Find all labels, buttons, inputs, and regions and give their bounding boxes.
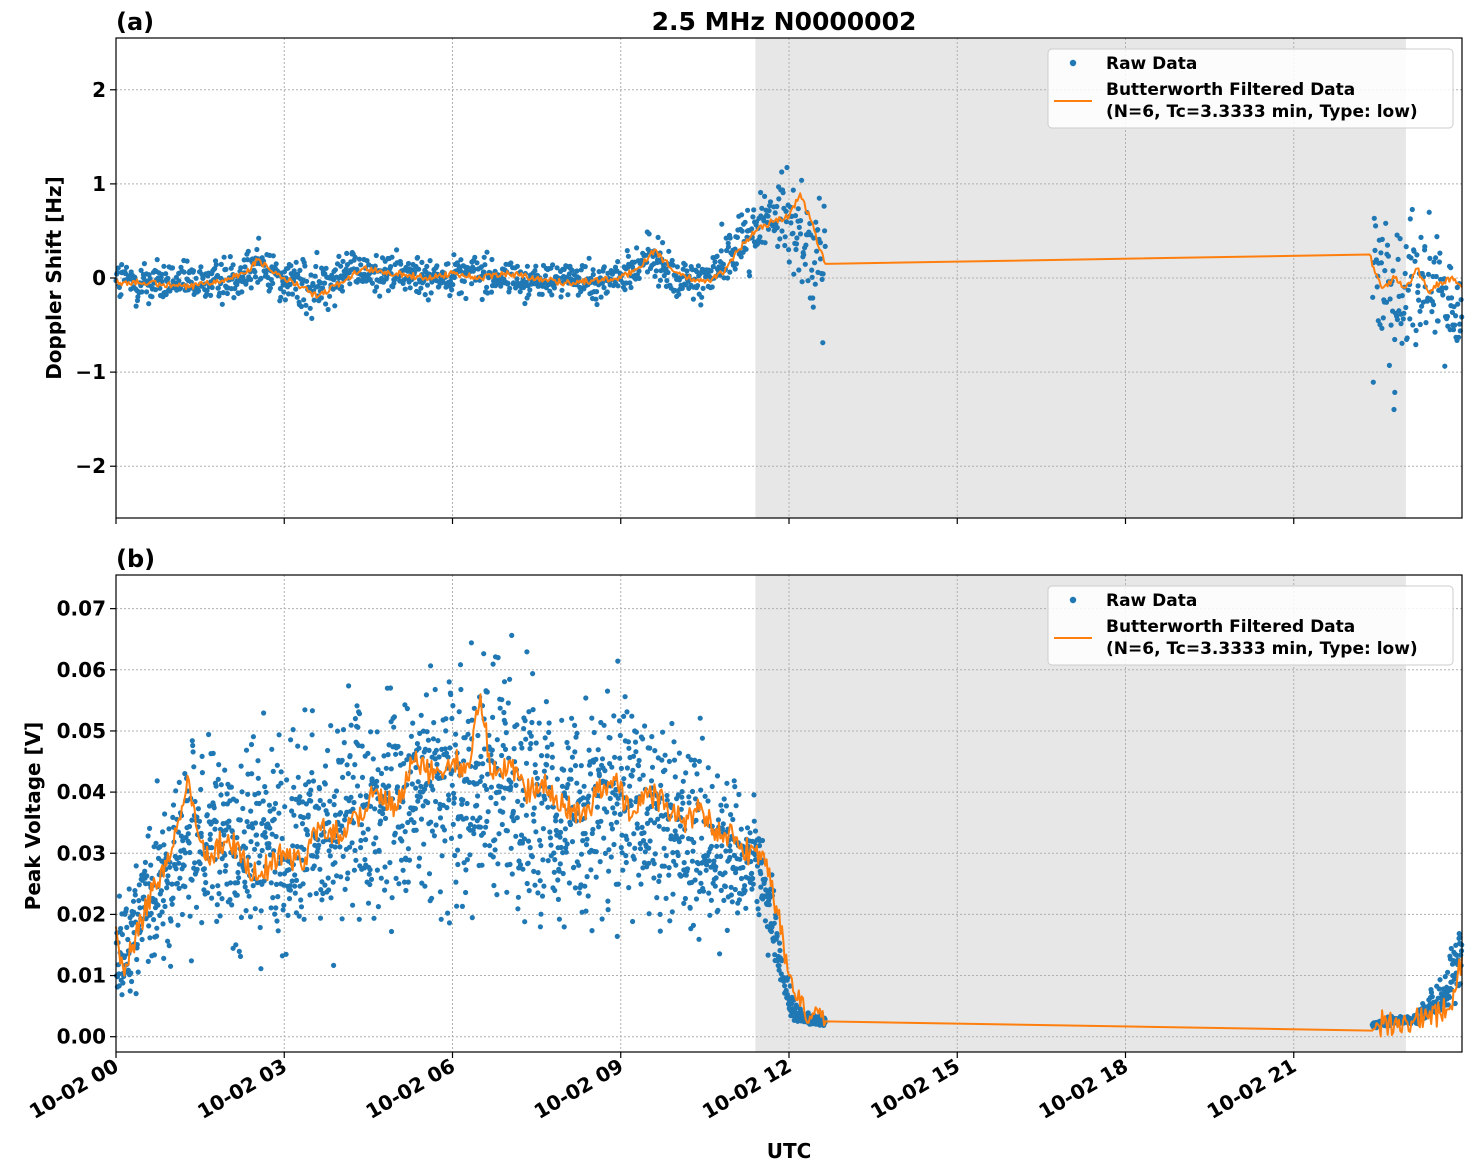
panel-b-legend-raw-label: Raw Data	[1106, 591, 1197, 611]
panel-a-axes: −2 −1 0 1 2	[75, 37, 1463, 524]
panel-a-y-tick-label: 1	[92, 172, 106, 196]
panel-a-legend-raw-label: Raw Data	[1106, 54, 1197, 74]
panel-b-legend-filtered-params: (N=6, Tc=3.3333 min, Type: low)	[1106, 639, 1418, 659]
panel-b-legend-raw-marker	[1069, 596, 1077, 604]
panel-b-filtered-line	[115, 693, 1463, 1038]
panel-a-filtered-series	[115, 192, 1463, 299]
figure-title: 2.5 MHz N0000002	[652, 7, 917, 36]
panel-b-y-tick-label: 0.00	[57, 1025, 106, 1049]
panel-b-y-tick-label: 0.03	[57, 841, 106, 865]
panel-a-y-tick-label: 0	[92, 266, 106, 290]
panel-a-y-tick-label: −2	[75, 454, 106, 478]
panel-b: 0.00 0.01 0.02 0.03 0.04 0.05 0.06 0.07 Raw Dat…	[21, 545, 1465, 1058]
panel-a-legend-box	[1047, 48, 1454, 129]
panel-b-axes: 0.00 0.01 0.02 0.03 0.04 0.05 0.06 0.07	[57, 574, 1463, 1058]
panel-a-legend-filtered-label: Butterworth Filtered Data	[1106, 80, 1355, 100]
panel-b-y-tick-label: 0.06	[57, 658, 106, 682]
panel-a-y-tick-label: 2	[92, 78, 106, 102]
panel-b-legend-box	[1047, 585, 1454, 666]
panel-b-y-tick-label: 0.02	[57, 902, 106, 926]
panel-b-legend: Raw Data Butterworth Filtered Data(N=6, T…	[1047, 585, 1454, 666]
panel-b-y-tick-label: 0.01	[57, 964, 106, 988]
panel-b-ylabel: Peak Voltage [V]	[21, 722, 45, 911]
x-axis-label: UTC	[767, 1139, 812, 1163]
panel-a-legend-raw-marker	[1069, 59, 1077, 67]
panel-a-filtered-line	[115, 192, 1463, 299]
panel-a-ylabel: Doppler Shift [Hz]	[42, 176, 66, 380]
panel-b-y-tick-label: 0.04	[57, 780, 106, 804]
panel-a-legend: Raw Data Butterworth Filtered Data(N=6, T…	[1047, 48, 1454, 129]
panel-b-y-tick-label: 0.05	[57, 719, 106, 743]
panel-a: −2 −1 0 1 2 Raw Data Butterworth Filtered Dat…	[42, 7, 1465, 524]
panel-a-grid	[115, 38, 1462, 518]
panel-a-y-tick-label: −1	[75, 360, 106, 384]
panel-b-filtered-series	[115, 693, 1463, 1038]
panel-b-label: (b)	[116, 545, 155, 573]
panel-a-label: (a)	[116, 8, 154, 36]
panel-b-legend-filtered-label: Butterworth Filtered Data	[1106, 617, 1355, 637]
panel-a-legend-filtered-params: (N=6, Tc=3.3333 min, Type: low)	[1106, 102, 1418, 122]
panel-b-y-tick-label: 0.07	[57, 597, 106, 621]
